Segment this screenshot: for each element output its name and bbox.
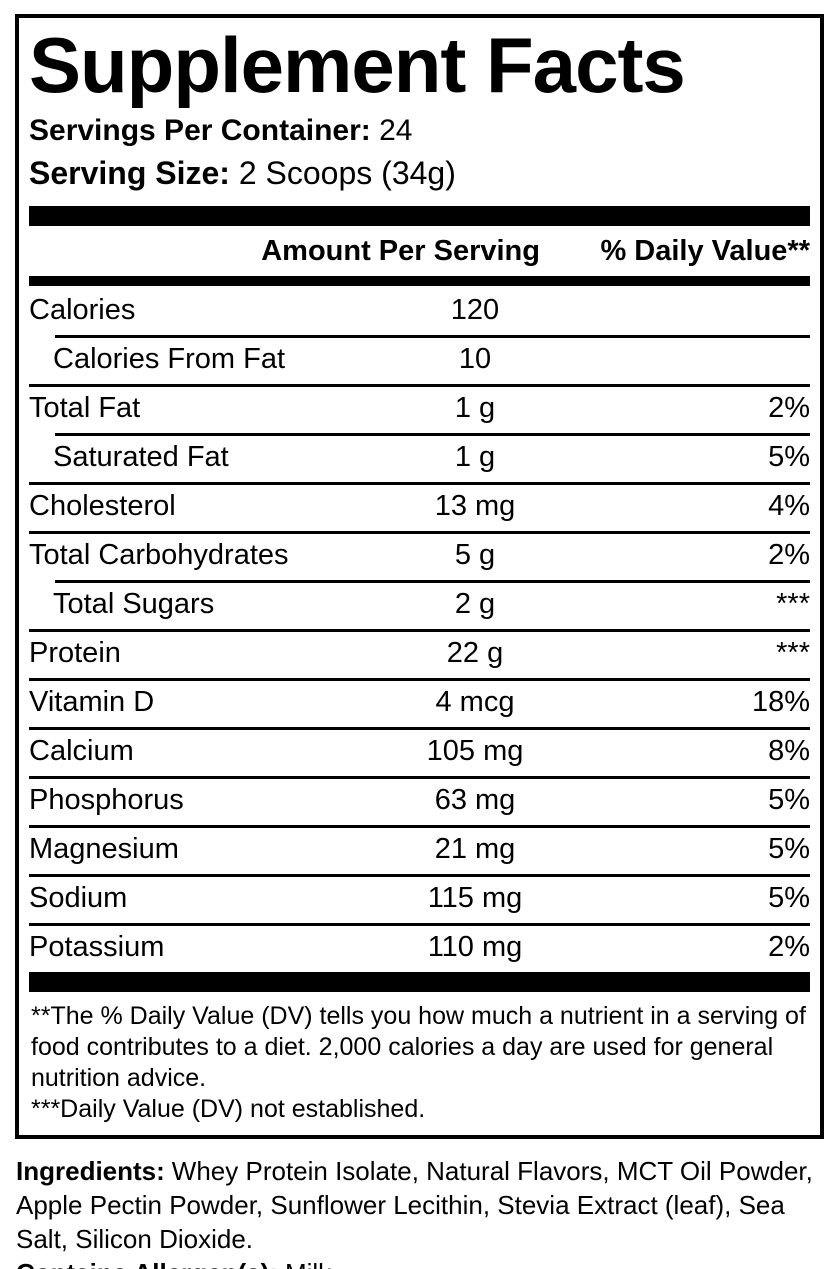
nutrient-amount: 110 mg xyxy=(427,930,523,963)
daily-value-header: % Daily Value** xyxy=(600,234,810,267)
allergen-value: Milk xyxy=(285,1258,331,1269)
nutrient-daily-value: 2% xyxy=(768,391,810,424)
nutrient-name: Potassium xyxy=(29,930,165,963)
section-divider-bottom xyxy=(29,971,810,992)
nutrient-name: Total Carbohydrates xyxy=(29,538,289,571)
nutrient-name: Phosphorus xyxy=(29,783,184,816)
nutrient-daily-value: *** xyxy=(776,636,810,669)
table-row: Calories From Fat 10 xyxy=(29,334,810,384)
nutrient-amount: 4 mcg xyxy=(435,685,515,718)
ingredients-value: Whey Protein Isolate, Natural Flavors, M… xyxy=(16,1155,813,1254)
nutrient-name: Total Sugars xyxy=(53,587,215,620)
nutrient-amount: 1 g xyxy=(454,440,496,473)
table-row: Total Fat 1 g 2% xyxy=(29,383,810,433)
servings-per-container-value: 24 xyxy=(379,113,413,147)
nutrient-amount: 2 g xyxy=(454,587,496,620)
nutrient-name: Calories xyxy=(29,293,136,326)
nutrient-amount: 1 g xyxy=(454,391,496,424)
table-row: Vitamin D 4 mcg 18% xyxy=(29,677,810,727)
nutrient-daily-value: 5% xyxy=(768,832,810,865)
nutrient-name: Vitamin D xyxy=(29,685,155,718)
panel-title: Supplement Facts xyxy=(29,21,686,109)
footnote-daily-value: **The % Daily Value (DV) tells you how m… xyxy=(31,1001,806,1092)
nutrient-daily-value: 4% xyxy=(768,489,810,522)
servings-per-container-label: Servings Per Container: xyxy=(29,113,371,147)
serving-size: Serving Size: 2 Scoops (34g) xyxy=(29,154,810,192)
table-row: Total Carbohydrates 5 g 2% xyxy=(29,530,810,580)
nutrient-amount: 105 mg xyxy=(426,734,524,767)
supplement-facts-panel: Supplement Facts Servings Per Container:… xyxy=(15,14,824,1139)
table-row: Calcium 105 mg 8% xyxy=(29,726,810,776)
nutrient-daily-value: 5% xyxy=(768,881,810,914)
nutrient-daily-value: *** xyxy=(776,587,810,620)
footnotes: **The % Daily Value (DV) tells you how m… xyxy=(29,992,810,1135)
nutrient-amount: 5 g xyxy=(454,538,496,571)
table-row: Saturated Fat 1 g 5% xyxy=(29,432,810,482)
nutrient-amount: 13 mg xyxy=(434,489,516,522)
nutrient-table: Calories 120 Calories From Fat 10 Total … xyxy=(29,286,810,972)
table-row: Calories 120 xyxy=(29,286,810,335)
nutrient-name: Calcium xyxy=(29,734,134,767)
nutrient-name: Magnesium xyxy=(29,832,179,865)
allergen-label: Contains Allergen(s): xyxy=(16,1258,278,1269)
ingredients-label: Ingredients: xyxy=(16,1155,165,1186)
nutrient-amount: 21 mg xyxy=(434,832,516,865)
nutrient-daily-value: 5% xyxy=(768,783,810,816)
nutrient-daily-value: 5% xyxy=(768,440,810,473)
nutrient-name: Protein xyxy=(29,636,121,669)
nutrient-daily-value: 2% xyxy=(768,538,810,571)
table-row: Sodium 115 mg 5% xyxy=(29,873,810,923)
nutrient-amount: 22 g xyxy=(446,636,504,669)
nutrient-name: Total Fat xyxy=(29,391,141,424)
nutrient-amount: 120 xyxy=(450,293,500,326)
column-header-row: Amount Per Serving % Daily Value** xyxy=(29,226,810,276)
servings-per-container: Servings Per Container: 24 xyxy=(29,113,810,149)
nutrient-name: Sodium xyxy=(29,881,128,914)
serving-size-value: 2 Scoops (34g) xyxy=(238,154,456,191)
table-row: Magnesium 21 mg 5% xyxy=(29,824,810,874)
nutrient-daily-value: 2% xyxy=(768,930,810,963)
nutrient-daily-value: 8% xyxy=(768,734,810,767)
section-divider-top xyxy=(29,205,810,226)
nutrient-amount: 63 mg xyxy=(434,783,516,816)
nutrient-name: Cholesterol xyxy=(29,489,176,522)
serving-size-label: Serving Size: xyxy=(29,154,230,191)
table-row: Potassium 110 mg 2% xyxy=(29,922,810,972)
allergen-text: Contains Allergen(s): Milk xyxy=(16,1256,824,1269)
ingredients-section: Ingredients: Whey Protein Isolate, Natura… xyxy=(16,1154,824,1269)
nutrient-name: Saturated Fat xyxy=(53,440,229,473)
table-row: Total Sugars 2 g *** xyxy=(29,579,810,629)
footnote-not-established: ***Daily Value (DV) not established. xyxy=(31,1094,426,1123)
amount-per-serving-header: Amount Per Serving xyxy=(261,234,540,267)
nutrient-amount: 10 xyxy=(458,342,492,375)
nutrient-daily-value: 18% xyxy=(751,685,810,718)
nutrient-amount: 115 mg xyxy=(427,881,523,914)
table-row: Protein 22 g *** xyxy=(29,628,810,678)
nutrient-name: Calories From Fat xyxy=(53,342,286,375)
ingredients-text: Ingredients: Whey Protein Isolate, Natura… xyxy=(16,1154,824,1256)
header-divider xyxy=(29,275,810,286)
table-row: Phosphorus 63 mg 5% xyxy=(29,775,810,825)
table-row: Cholesterol 13 mg 4% xyxy=(29,481,810,531)
